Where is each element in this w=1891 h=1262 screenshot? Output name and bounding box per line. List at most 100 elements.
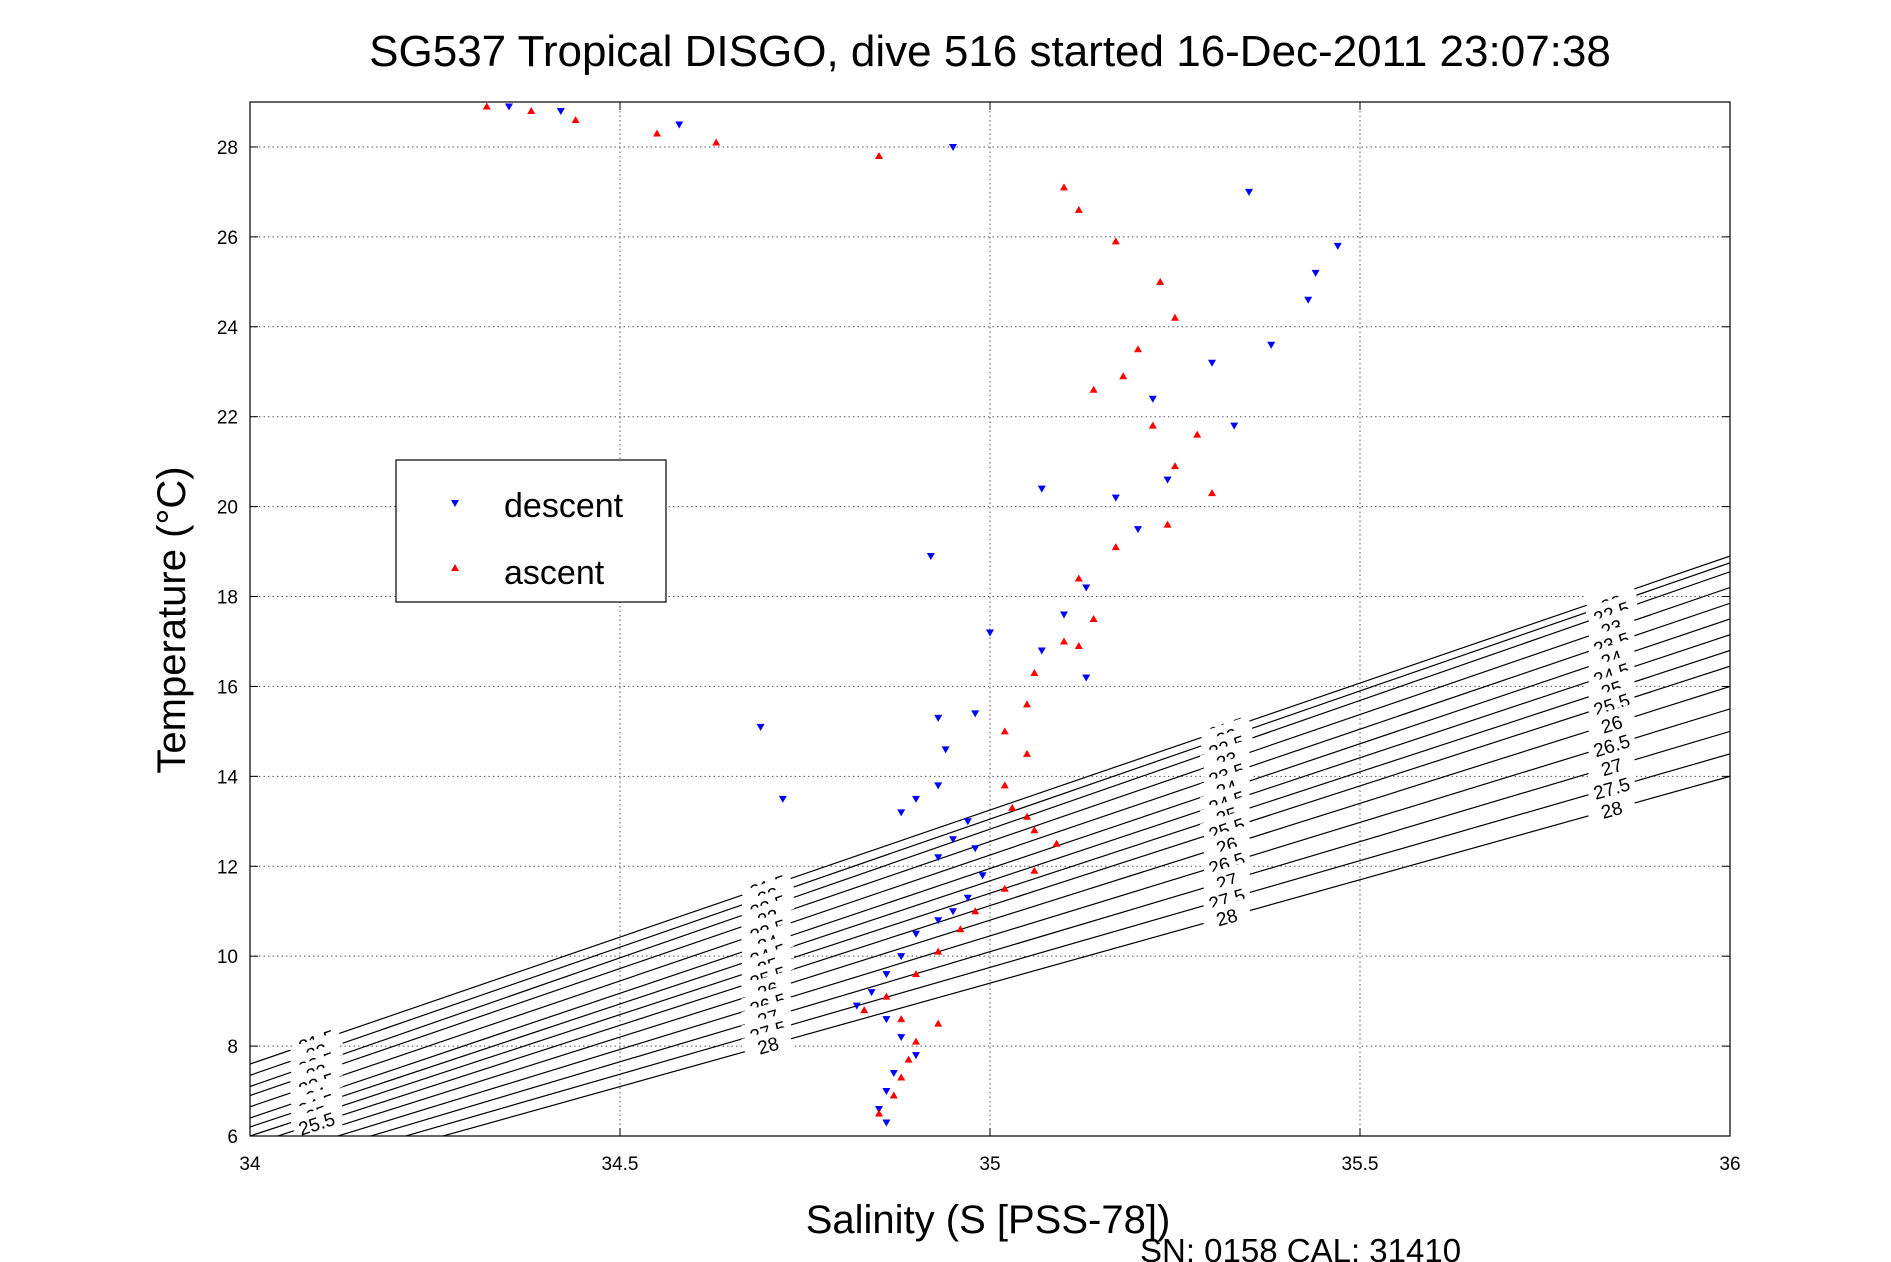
contour-label-bg [1584,790,1638,827]
contour-label-bg [741,1026,795,1063]
ascent-point [1023,812,1031,820]
x-tick-label: 35.5 [1342,1154,1379,1175]
contour-label-bg [1584,704,1638,742]
ascent-point [897,1015,906,1023]
ascent-point [1119,372,1128,380]
descent-point [1311,269,1320,277]
ascent-point [956,925,965,933]
descent-point [1208,359,1216,367]
y-tick-label: 8 [227,1037,238,1058]
ascent-point [875,151,883,159]
x-tick-label: 35 [979,1154,1000,1175]
descent-point [897,953,906,961]
ascent-point [653,129,661,137]
y-axis-label: Temperature (°C) [150,466,194,773]
legend-label-ascent: ascent [504,554,605,592]
descent-point [1333,242,1342,250]
ascent-point [934,1019,943,1027]
descent-point [912,930,920,938]
y-tick-label: 14 [217,767,239,788]
ascent-point [1208,489,1216,497]
ascent-point [1000,884,1009,892]
x-tick-label: 34 [239,1154,261,1175]
ascent-point [889,1091,898,1099]
descent-point [912,795,920,803]
data-points [482,102,1342,1127]
ascent-point [1074,205,1083,213]
ascent-point [971,907,980,915]
descent-point [1037,485,1046,493]
descent-point [978,872,987,880]
ascent-point [882,992,891,1000]
density-contour-line [250,649,1730,1136]
ascent-point [1030,826,1039,834]
descent-point [986,629,994,637]
ascent-point [1060,183,1068,191]
legend: descent ascent [395,459,667,603]
contour-label-bg [1584,684,1638,723]
ascent-point [904,1055,913,1063]
density-contour-line [250,571,1730,1088]
ascent-point [1060,637,1068,645]
contour-label-bg [1199,825,1253,864]
ascent-point [1163,520,1172,528]
ascent-point [527,106,536,114]
ascent-point [712,138,721,146]
contour-label-bg [1584,768,1638,806]
ascent-point [1074,574,1083,582]
ascent-point [912,1037,920,1045]
ascent-point [1171,462,1179,470]
y-tick-label: 20 [217,498,238,519]
descent-point [963,894,972,902]
y-tick-label: 22 [217,408,238,429]
density-contour-line [250,618,1730,1119]
descent-point [934,782,943,790]
ascent-point [1030,866,1039,874]
descent-point [912,1052,920,1060]
ascent-point [571,115,580,123]
ascent-point [1008,803,1017,811]
density-contour-line [304,685,1730,1136]
density-contour-line [275,665,1730,1136]
ascent-point [1156,277,1165,285]
y-tick-label: 24 [217,318,239,339]
ascent-point [1023,749,1031,757]
y-tick-label: 18 [217,588,238,609]
y-tick-label: 26 [217,228,238,249]
legend-marker-ascent [451,564,459,571]
x-axis-label: Salinity (S [PSS-78]) [806,1198,1171,1242]
contour-label-bg [1584,747,1638,785]
descent-point [882,1119,891,1127]
legend-marker-descent [451,500,459,507]
y-tick-label: 16 [217,677,238,698]
ascent-point [1111,237,1120,245]
descent-point [1163,476,1172,484]
descent-point [971,845,980,853]
ascent-point [912,970,920,978]
density-contour-line [368,730,1730,1136]
descent-point [675,121,684,129]
y-tick-label: 10 [217,947,238,968]
ascent-point [875,1109,883,1117]
descent-point [882,1088,891,1096]
descent-point [882,971,891,979]
descent-point [889,1070,898,1078]
descent-point [1245,188,1253,196]
footer-serial: SN: 0158 CAL: 31410 [1140,1232,1461,1262]
density-contour-line [250,602,1730,1108]
ascent-point [482,102,491,110]
descent-point [1082,584,1091,592]
y-tick-label: 12 [217,857,238,878]
ascent-point [1089,615,1098,622]
x-tick-label: 34.5 [602,1154,639,1175]
descent-point [949,908,957,916]
legend-label-descent: descent [504,487,624,525]
descent-point [1148,395,1157,403]
axis-ticks: 34 34.5 35 35.5 36 6 8 10 12 14 16 18 20 22 24 26 28 [217,102,1741,1175]
grid-lines [250,102,1730,1136]
density-contour-line [250,555,1730,1065]
ascent-point [1000,727,1009,735]
descent-point [756,723,765,731]
contour-label-bg [289,1103,343,1142]
ascent-point [1111,543,1120,551]
